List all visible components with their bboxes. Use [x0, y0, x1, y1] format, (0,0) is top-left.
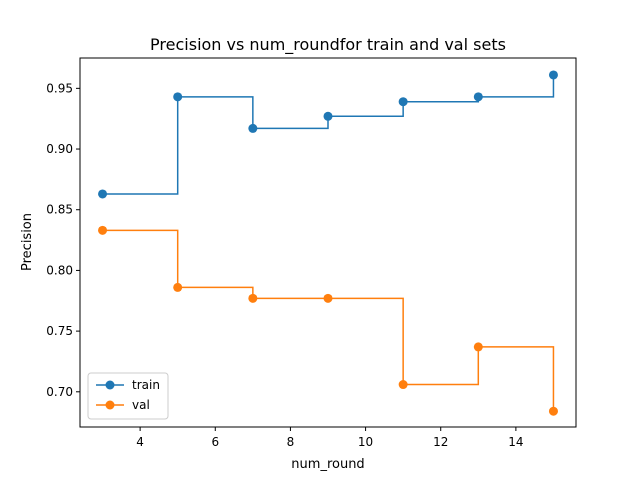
legend-marker-val — [105, 400, 115, 410]
x-tick-label: 10 — [358, 435, 373, 449]
x-tick-label: 6 — [211, 435, 219, 449]
data-point-val — [98, 225, 108, 235]
y-tick-label: 0.80 — [46, 263, 73, 277]
plot-area — [98, 70, 558, 416]
legend-label-val: val — [132, 398, 150, 412]
data-point-train — [548, 70, 558, 80]
data-point-train — [248, 123, 258, 133]
data-point-val — [248, 293, 258, 303]
x-axis-label: num_round — [291, 457, 364, 472]
legend-marker-train — [105, 380, 115, 390]
x-tick-label: 14 — [508, 435, 523, 449]
data-point-train — [323, 111, 333, 121]
data-point-val — [548, 406, 558, 416]
data-point-train — [98, 189, 108, 199]
data-point-train — [398, 97, 408, 107]
data-point-train — [173, 92, 183, 102]
x-axis: 4 6 8 10 12 14 — [136, 427, 524, 449]
axes-frame — [79, 57, 577, 428]
y-tick-label: 0.90 — [46, 142, 73, 156]
legend: train val — [87, 372, 169, 420]
y-tick-label: 0.85 — [46, 203, 73, 217]
data-point-train — [473, 92, 483, 102]
x-tick-label: 4 — [136, 435, 144, 449]
y-tick-label: 0.95 — [46, 81, 73, 95]
y-axis: 0.70 0.75 0.80 0.85 0.90 0.95 — [46, 81, 80, 399]
y-axis-label: Precision — [20, 213, 35, 271]
x-tick-label: 12 — [433, 435, 448, 449]
y-tick-label: 0.75 — [46, 324, 73, 338]
data-point-val — [473, 342, 483, 352]
data-point-val — [173, 282, 183, 292]
data-point-val — [323, 293, 333, 303]
series-line-val — [102, 229, 555, 412]
data-point-val — [398, 380, 408, 390]
x-tick-label: 8 — [287, 435, 295, 449]
chart-title: Precision vs num_roundfor train and val … — [150, 35, 506, 55]
y-tick-label: 0.70 — [46, 385, 73, 399]
legend-label-train: train — [132, 378, 160, 392]
